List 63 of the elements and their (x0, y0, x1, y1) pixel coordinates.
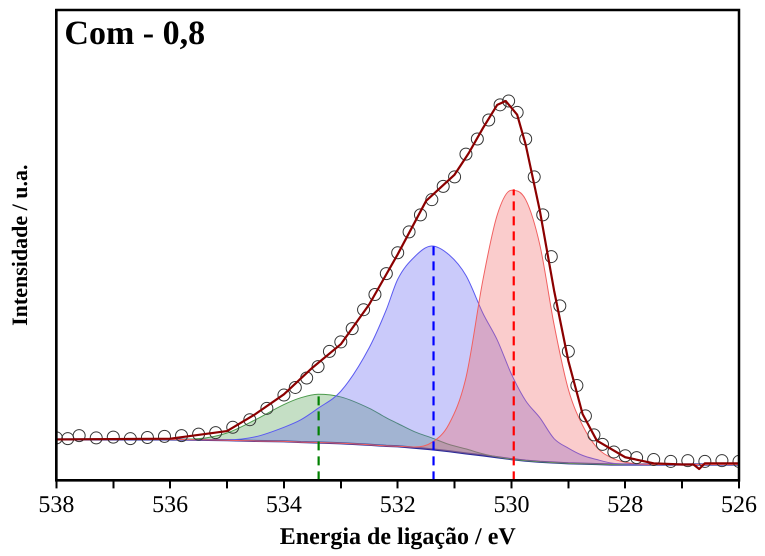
chart-title: Com - 0,8 (64, 14, 206, 52)
x-tick-label: 530 (493, 492, 530, 518)
point (414, 208, 427, 222)
point (312, 360, 325, 374)
point (562, 344, 575, 358)
point (368, 288, 382, 302)
point (502, 94, 516, 108)
x-tick-label: 526 (721, 492, 757, 518)
point (260, 402, 274, 415)
point (334, 335, 348, 348)
point (470, 132, 484, 146)
point (357, 303, 370, 316)
point (425, 193, 438, 206)
point (618, 449, 632, 462)
point (380, 267, 393, 280)
point (578, 409, 592, 422)
point (436, 180, 450, 193)
point (596, 438, 609, 451)
point (106, 430, 120, 444)
x-tick-label: 532 (380, 492, 416, 518)
point (528, 170, 541, 184)
point (226, 420, 240, 434)
point (459, 148, 472, 161)
point (140, 431, 154, 444)
point (536, 208, 550, 222)
point (587, 428, 600, 442)
point (647, 453, 660, 466)
point (402, 225, 416, 238)
y-axis-title: Intensidade / u.a. (6, 164, 32, 326)
point (698, 454, 712, 468)
point (277, 388, 290, 402)
x-tick-label: 528 (607, 492, 644, 518)
point (90, 431, 103, 444)
point (607, 445, 620, 458)
point (72, 429, 86, 442)
x-axis-title: Energia de ligação / eV (280, 524, 516, 550)
x-tick-label: 534 (266, 492, 302, 518)
point (448, 170, 462, 184)
point (553, 299, 566, 312)
x-tick-label: 538 (38, 492, 74, 518)
x-tick-label: 536 (152, 492, 188, 518)
point (681, 454, 694, 468)
point (300, 371, 314, 384)
point (124, 432, 137, 446)
point (243, 413, 256, 426)
point (482, 114, 496, 127)
point (391, 246, 404, 260)
point (570, 379, 584, 392)
point (346, 322, 359, 336)
point (288, 380, 302, 394)
point (158, 430, 171, 443)
point (544, 250, 558, 264)
point (192, 428, 206, 441)
point (630, 451, 644, 464)
point (715, 454, 728, 468)
point (519, 132, 532, 146)
point (510, 106, 524, 119)
point (61, 432, 74, 446)
point (209, 426, 222, 440)
point (175, 429, 188, 442)
point (494, 98, 507, 112)
point (664, 454, 678, 468)
point (322, 344, 336, 358)
